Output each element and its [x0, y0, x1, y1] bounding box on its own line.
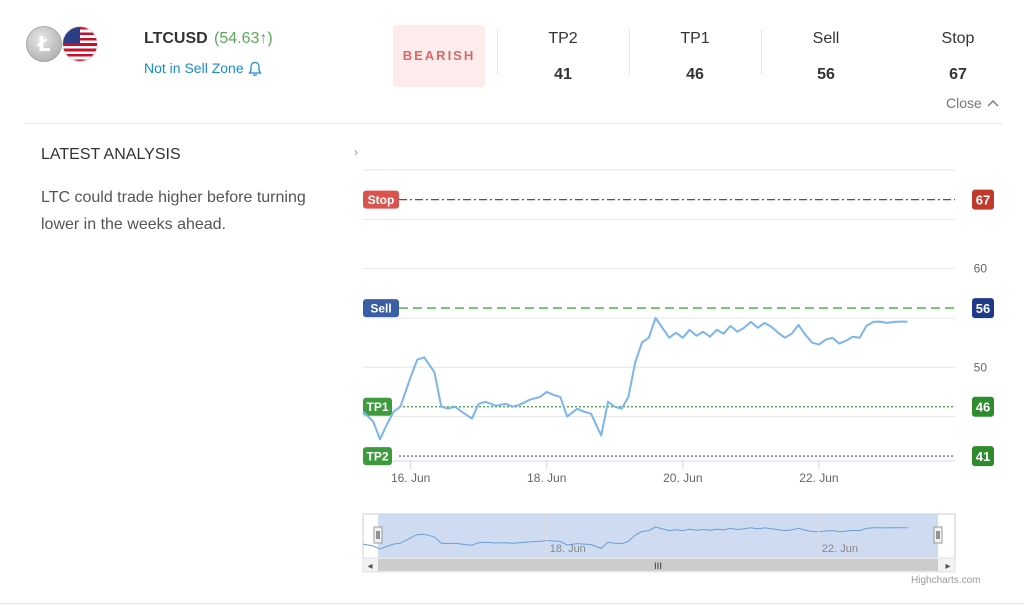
navigator-right-handle[interactable]: [933, 526, 943, 544]
level-value-box: [972, 396, 994, 417]
expand-chevron-icon[interactable]: ›: [354, 145, 358, 159]
x-tick-label: 20. Jun: [663, 471, 702, 485]
level-divider: [629, 30, 630, 74]
level-value-tp2: 41: [972, 446, 994, 467]
tp1-label: TP1: [680, 30, 710, 47]
level-value-text: 41: [976, 449, 990, 464]
y-tick-label: 60: [974, 262, 988, 276]
level-label-box: [363, 299, 399, 318]
scroll-left-arrow-icon: ◂: [367, 561, 372, 572]
litecoin-logo: Ł: [26, 26, 62, 62]
tp1-value: 46: [686, 66, 704, 83]
x-tick-label: 18. Jun: [527, 471, 566, 485]
x-tick-label: 22. Jun: [799, 471, 838, 485]
level-label-text: TP2: [366, 450, 388, 464]
level-value-tp1: 46: [972, 396, 994, 417]
level-label-box: [363, 397, 392, 416]
scroll-right-arrow-icon: ▸: [945, 561, 950, 572]
sentiment-badge: BEARISH: [393, 25, 485, 87]
chevron-up-icon[interactable]: [987, 98, 999, 108]
level-divider: [761, 30, 762, 74]
navigator-left-handle[interactable]: [373, 526, 383, 544]
sell-zone-status[interactable]: Not in Sell Zone: [144, 60, 244, 76]
level-value-box: [972, 446, 994, 467]
y-tick-label: 50: [974, 360, 988, 374]
navigator-scrollbar[interactable]: ◂ ▸ III: [362, 557, 956, 573]
current-price: (54.63↑): [214, 30, 273, 47]
header-divider: [24, 123, 1002, 124]
x-tick-label: 16. Jun: [391, 471, 430, 485]
tp2-value: 41: [554, 66, 572, 83]
analysis-text: LTC could trade higher before turning lo…: [41, 189, 306, 233]
sell-value: 56: [817, 66, 835, 83]
chart-credits[interactable]: Highcharts.com: [911, 575, 981, 586]
level-value-box: [972, 298, 994, 319]
scrollbar-thumb: [378, 559, 938, 571]
ltc-glyph: Ł: [37, 32, 51, 56]
level-label-text: Sell: [370, 302, 391, 316]
stop-label: Stop: [941, 30, 975, 47]
stop-value: 67: [949, 66, 967, 83]
handle-box: [933, 526, 943, 544]
level-value-box: [972, 189, 994, 210]
scroll-grip-icon: III: [654, 562, 662, 572]
bell-icon[interactable]: [248, 61, 262, 77]
navigator-tick-label: 18. Jun: [550, 543, 586, 555]
tp2-label: TP2: [548, 30, 578, 47]
navigator-series-line: [362, 526, 908, 550]
level-label-sell: Sell: [363, 299, 399, 318]
analysis-title: LATEST ANALYSIS: [41, 146, 181, 163]
level-value-text: 46: [976, 400, 990, 415]
level-label-stop: Stop: [363, 190, 399, 209]
level-divider: [497, 30, 498, 74]
level-label-box: [363, 190, 399, 209]
navigator-tick-label: 22. Jun: [822, 543, 858, 555]
page-bottom-border: [0, 603, 1024, 604]
level-value-stop: 67: [972, 189, 994, 210]
close-button[interactable]: Close: [946, 95, 982, 111]
symbol-name: LTCUSD: [144, 30, 208, 47]
level-value-text: 56: [976, 301, 990, 316]
level-value-text: 67: [976, 193, 990, 208]
level-value-sell: 56: [972, 298, 994, 319]
level-label-text: Stop: [368, 193, 395, 207]
sell-label: Sell: [812, 30, 840, 47]
series-line-ltcusd: [362, 317, 908, 441]
level-label-tp1: TP1: [363, 397, 392, 416]
us-flag-icon: [62, 26, 98, 62]
level-label-tp2: TP2: [363, 447, 392, 466]
level-label-text: TP1: [366, 400, 388, 414]
handle-box: [373, 526, 383, 544]
navigator-selected-range: [378, 514, 938, 558]
level-label-box: [363, 447, 392, 466]
